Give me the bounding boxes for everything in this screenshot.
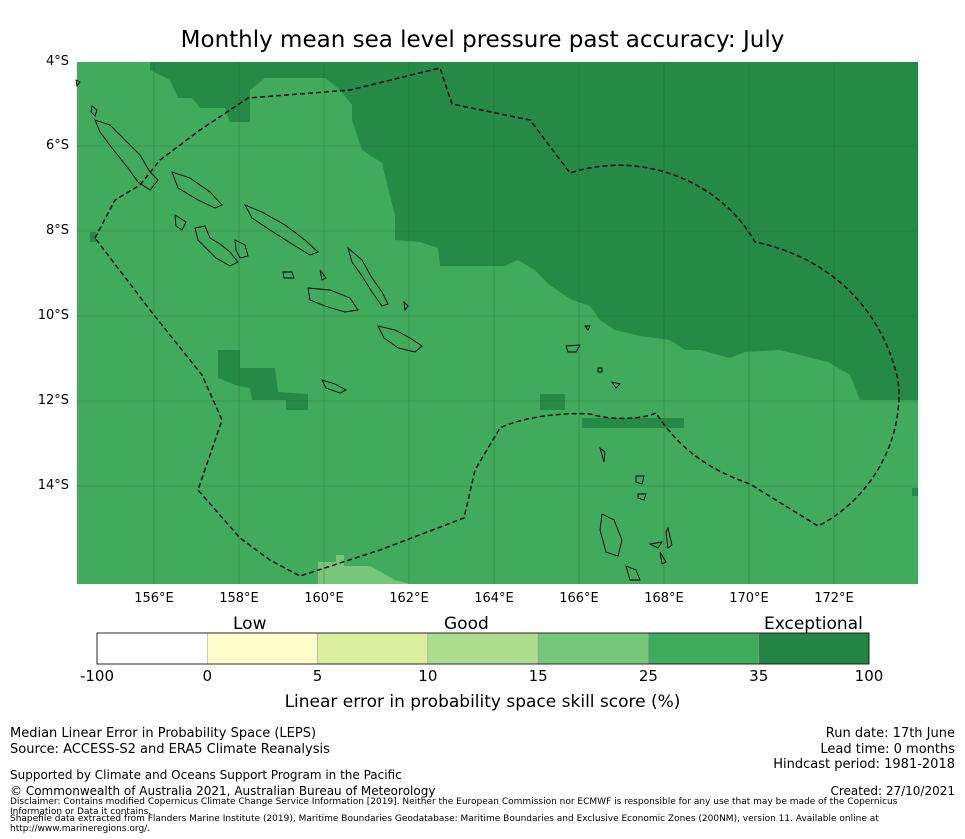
exceptional-skill-patch-south: [540, 394, 565, 410]
island-small-4: [75, 79, 81, 88]
lat-label: 14°S: [37, 478, 69, 493]
island-small-2: [637, 493, 647, 501]
lon-label: 172°E: [814, 591, 854, 606]
lon-label: 162°E: [389, 591, 429, 606]
colorbar-segment: [96, 632, 208, 665]
island-new-georgia: [174, 214, 187, 231]
colorbar-tick-label: 25: [638, 667, 658, 685]
island-buka: [90, 105, 98, 117]
island-small-1: [635, 475, 645, 485]
island-russell: [282, 271, 295, 279]
coastlines: [75, 79, 673, 581]
colorbar-tick-label: 100: [854, 667, 884, 685]
island-santa-isabel: [244, 204, 319, 256]
island-torres: [597, 367, 603, 373]
colorbar-tick-label: 10: [418, 667, 438, 685]
island-pentecost: [665, 526, 673, 549]
colorbar-category-exceptional: Exceptional: [764, 614, 863, 634]
shapefile-text: Shapefile data extracted from Flanders M…: [10, 814, 879, 834]
colorbar-category-low: Low: [233, 614, 267, 634]
island-small-3: [599, 446, 606, 463]
colorbar-tick-label: 15: [528, 667, 548, 685]
method-text: Median Linear Error in Probability Space…: [10, 726, 317, 741]
lon-label: 168°E: [644, 591, 684, 606]
exceptional-skill-patch-west: [218, 350, 308, 410]
lon-label: 160°E: [304, 591, 344, 606]
island-maewo: [659, 551, 667, 565]
island-rennell: [321, 379, 347, 394]
lon-label: 158°E: [219, 591, 259, 606]
island-malakula: [625, 565, 641, 581]
lat-label: 12°S: [37, 393, 69, 408]
lead-time-text: Lead time: 0 months: [820, 742, 955, 757]
island-kolombangara: [234, 239, 249, 259]
hindcast-text: Hindcast period: 1981-2018: [773, 757, 955, 772]
colorbar-segment: [648, 632, 759, 665]
eez-boundary: [94, 67, 900, 577]
colorbar-tick-label: 35: [749, 667, 769, 685]
colorbar-segment: [758, 632, 870, 665]
island-ambae: [648, 541, 663, 549]
exceptional-skill-patch-edge: [912, 488, 918, 496]
island-vella: [194, 225, 239, 267]
island-choiseul: [171, 171, 223, 209]
island-small-5: [584, 325, 591, 331]
island-guadalcanal: [307, 287, 359, 313]
lon-label: 164°E: [474, 591, 514, 606]
island-bougainville: [94, 119, 159, 191]
lon-label: 170°E: [729, 591, 769, 606]
exceptional-skill-patch-west-edge: [90, 232, 96, 242]
colorbar-segment: [537, 632, 649, 665]
lon-label: 166°E: [559, 591, 599, 606]
run-date-text: Run date: 17th June: [825, 726, 955, 741]
exceptional-skill-patch-band: [582, 418, 684, 428]
colorbar-category-good: Good: [444, 614, 489, 634]
source-text: Source: ACCESS-S2 and ERA5 Climate Reana…: [10, 742, 330, 757]
lat-label: 6°S: [45, 138, 69, 153]
copyright-text: © Commonwealth of Australia 2021, Austra…: [10, 784, 436, 798]
island-espiritu-santo: [599, 513, 623, 557]
lat-label: 4°S: [45, 54, 69, 69]
colorbar-title: Linear error in probability space skill …: [284, 692, 681, 712]
colorbar-tick-label: 5: [312, 667, 323, 685]
supported-text: Supported by Climate and Oceans Support …: [10, 768, 402, 782]
created-text: Created: 27/10/2021: [830, 784, 955, 798]
colorbar-segment: [427, 632, 539, 665]
disclaimer-text: Disclaimer: Contains modified Copernicus…: [10, 797, 898, 817]
colorbar-tick-label: -100: [79, 667, 115, 685]
lat-label: 10°S: [37, 308, 69, 323]
lon-label: 156°E: [134, 591, 174, 606]
colorbar-segment: [317, 632, 429, 665]
colorbar-tick-label: 0: [202, 667, 213, 685]
island-banks: [610, 381, 621, 389]
map-gridlines: [77, 62, 918, 584]
island-small-6: [319, 269, 327, 281]
island-small-7: [403, 300, 409, 312]
island-santa-cruz: [565, 344, 581, 353]
island-makira: [377, 325, 423, 353]
island-malaita: [347, 246, 389, 307]
colorbar-segment: [207, 632, 318, 665]
map-title: Monthly mean sea level pressure past acc…: [180, 27, 785, 53]
colorbar-frame: [96, 632, 870, 665]
lat-label: 8°S: [45, 223, 69, 238]
